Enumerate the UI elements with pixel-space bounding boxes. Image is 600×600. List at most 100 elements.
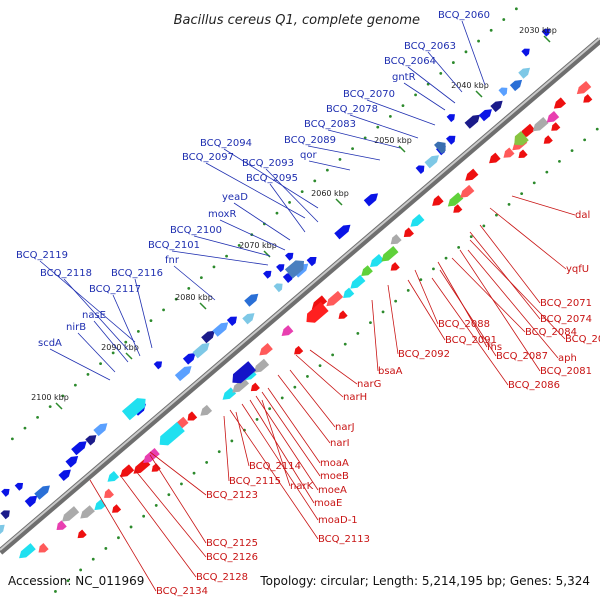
scale-tick-dot [369,321,372,325]
scale-tick-dot [489,28,493,32]
label-bottom-moeB: moeB [320,471,349,482]
feature-shape [200,404,213,416]
feature-shape [242,313,255,325]
scale-tick-dot [73,383,77,387]
leader-bottom [267,387,321,464]
scale-tick-dot [570,149,574,153]
forward-gene [93,423,108,437]
forward-gene [24,495,38,508]
feature-shape [93,423,108,437]
scale-tick-dot [502,18,506,21]
scale-tick-dot [268,407,272,411]
accession-label: Accession: NC_011969 [8,574,144,588]
leader-top [461,20,486,86]
forward-gene [0,524,5,535]
gene-block [232,361,257,384]
label-top-BCQ_2070: BCQ_2070 [343,89,395,100]
feature-shape [0,510,10,520]
scale-tick-dot [23,426,27,430]
scale-tick-dot [129,525,133,529]
scale-tick-dot [381,310,385,314]
scale-tick-dot [117,536,120,540]
scale-tick-dot [338,157,342,161]
kbp-tick [475,90,483,98]
label-top-gntR: gntR [392,72,416,83]
feature-shape [56,520,67,530]
feature-shape [489,152,501,164]
reverse-gene [460,184,475,198]
reverse-gene [80,505,95,519]
reverse-gene [338,310,348,319]
reverse-gene [350,274,366,289]
label-bottom-BCQ_2074: BCQ_2074 [540,314,592,325]
feature-shape [151,463,161,472]
feature-shape [326,290,344,307]
scale-tick-dot [104,547,108,550]
reverse-gene [19,543,36,559]
scale-tick-dot [464,50,468,54]
scale-tick-dot [142,514,146,518]
label-bottom-BCQ_2134: BCQ_2134 [156,586,208,597]
leader-bottom [414,269,439,325]
map-title: Bacillus cereus Q1, complete genome [174,13,420,28]
feature-shape [259,343,273,356]
label-bottom-moaD-1: moaD-1 [318,515,358,526]
feature-shape [85,435,97,446]
forward-gene [201,330,215,344]
label-top-BCQ_2095: BCQ_2095 [246,173,298,184]
leader-top [112,294,141,357]
label-bottom-BCQ_2081: BCQ_2081 [540,366,592,377]
reverse-gene [576,80,592,95]
reverse-gene [151,463,161,472]
reverse-gene [222,387,237,400]
forward-gene [1,488,10,497]
label-top-scdA: scdA [38,338,62,349]
label-top-BCQ_2116: BCQ_2116 [111,268,163,279]
leader-bottom [241,403,319,521]
label-top-BCQ_2093: BCQ_2093 [242,158,294,169]
label-bottom-BCQ_2086: BCQ_2086 [508,380,560,391]
feature-shape [104,488,114,498]
label-top-BCQ_2097: BCQ_2097 [182,152,234,163]
leader-bottom [387,284,399,355]
forward-gene [464,114,480,129]
scale-tick-dot [545,170,549,174]
label-bottom-BCQ_2126: BCQ_2126 [206,552,258,563]
forward-gene [306,256,317,267]
label-bottom-yqfU: yqfU [566,264,589,275]
scale-tick-dot [174,297,178,301]
scale-tick-dot [318,364,322,368]
gene-block [121,398,146,421]
feature-shape [226,316,237,327]
scale-tick-dot [54,590,57,593]
feature-shape [62,506,80,522]
scale-tick-dot [514,7,518,11]
label-bottom-BCQ_2092: BCQ_2092 [398,349,450,360]
feature-shape [369,254,385,268]
scale-tick-dot [149,319,153,323]
label-bottom-BCQ_2084: BCQ_2084 [525,327,577,338]
forward-gene [192,343,210,359]
scale-tick-dot [187,286,191,290]
label-top-moxR: moxR [208,209,236,220]
forward-gene [85,435,97,446]
feature-shape [403,227,414,237]
leader-bottom [371,299,379,372]
leader-top [223,148,319,209]
scale-tick-dot [255,418,259,421]
reverse-gene [253,358,270,373]
feature-shape [460,184,475,198]
label-bottom-narI: narI [330,438,350,449]
label-top-qor: qor [300,150,317,161]
label-top-BCQ_2100: BCQ_2100 [170,225,222,236]
forward-gene [174,366,192,382]
leader-bottom [309,349,358,385]
kbp-tick [398,145,406,153]
leader-bottom [451,257,526,333]
feature-shape [34,485,50,500]
feature-shape [112,504,122,513]
scale-tick-dot [306,375,309,378]
feature-shape [518,149,528,158]
reverse-gene [518,149,528,158]
